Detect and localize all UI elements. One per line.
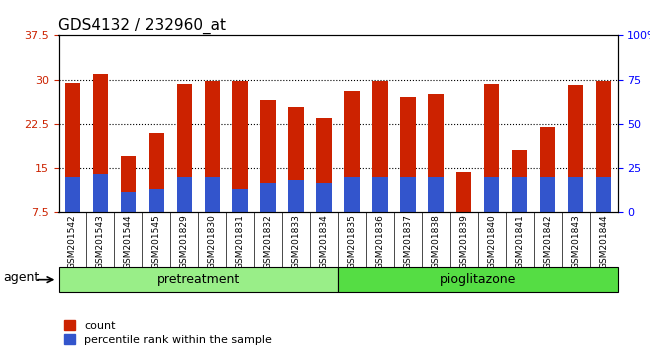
Text: pioglitazone: pioglitazone — [439, 273, 516, 286]
Bar — [428, 177, 443, 212]
Bar — [317, 183, 332, 212]
Text: GSM201829: GSM201829 — [180, 214, 188, 269]
Text: GSM201834: GSM201834 — [320, 214, 328, 269]
Bar — [540, 177, 555, 212]
Text: GSM201832: GSM201832 — [264, 214, 272, 269]
Bar — [512, 150, 527, 212]
Text: GSM201838: GSM201838 — [432, 214, 440, 269]
Text: GSM201836: GSM201836 — [376, 214, 384, 269]
Bar — [205, 81, 220, 212]
Text: GSM201839: GSM201839 — [460, 214, 468, 269]
Bar — [93, 74, 108, 212]
Bar — [261, 100, 276, 212]
Text: GSM201840: GSM201840 — [488, 214, 496, 269]
Bar — [568, 177, 583, 212]
Bar — [149, 189, 164, 212]
Bar — [512, 177, 527, 212]
Bar — [540, 127, 555, 212]
Text: GSM201835: GSM201835 — [348, 214, 356, 269]
Bar — [233, 81, 248, 212]
Text: GSM201543: GSM201543 — [96, 214, 105, 269]
Bar — [484, 177, 499, 212]
Bar — [149, 133, 164, 212]
Text: agent: agent — [3, 271, 39, 284]
Text: GSM201831: GSM201831 — [236, 214, 244, 269]
Bar — [289, 107, 304, 212]
Text: GSM201842: GSM201842 — [543, 214, 552, 269]
Bar — [372, 81, 387, 212]
Bar — [428, 95, 443, 212]
Bar — [289, 180, 304, 212]
Text: GSM201545: GSM201545 — [152, 214, 161, 269]
Text: GSM201843: GSM201843 — [571, 214, 580, 269]
Bar — [261, 183, 276, 212]
Text: GSM201844: GSM201844 — [599, 214, 608, 269]
Bar — [121, 192, 136, 212]
Bar — [205, 177, 220, 212]
Bar — [400, 177, 415, 212]
Bar — [177, 177, 192, 212]
Text: GSM201841: GSM201841 — [515, 214, 524, 269]
Text: GSM201837: GSM201837 — [404, 214, 412, 269]
Text: GSM201833: GSM201833 — [292, 214, 300, 269]
Bar — [65, 82, 80, 212]
Bar — [372, 177, 387, 212]
Text: GSM201544: GSM201544 — [124, 214, 133, 269]
Text: pretreatment: pretreatment — [157, 273, 240, 286]
Bar — [177, 84, 192, 212]
Bar — [121, 156, 136, 212]
FancyBboxPatch shape — [58, 267, 338, 292]
Bar — [484, 84, 499, 212]
Bar — [65, 177, 80, 212]
FancyBboxPatch shape — [338, 267, 618, 292]
Bar — [596, 177, 611, 212]
Bar — [344, 177, 359, 212]
Bar — [233, 189, 248, 212]
Bar — [344, 91, 359, 212]
Bar — [93, 174, 108, 212]
Bar — [596, 81, 611, 212]
Legend: count, percentile rank within the sample: count, percentile rank within the sample — [64, 320, 272, 345]
Bar — [568, 85, 583, 212]
Text: GDS4132 / 232960_at: GDS4132 / 232960_at — [58, 18, 226, 34]
Bar — [456, 172, 471, 212]
Bar — [400, 97, 415, 212]
Bar — [317, 118, 332, 212]
Text: GSM201542: GSM201542 — [68, 214, 77, 269]
Text: GSM201830: GSM201830 — [208, 214, 216, 269]
